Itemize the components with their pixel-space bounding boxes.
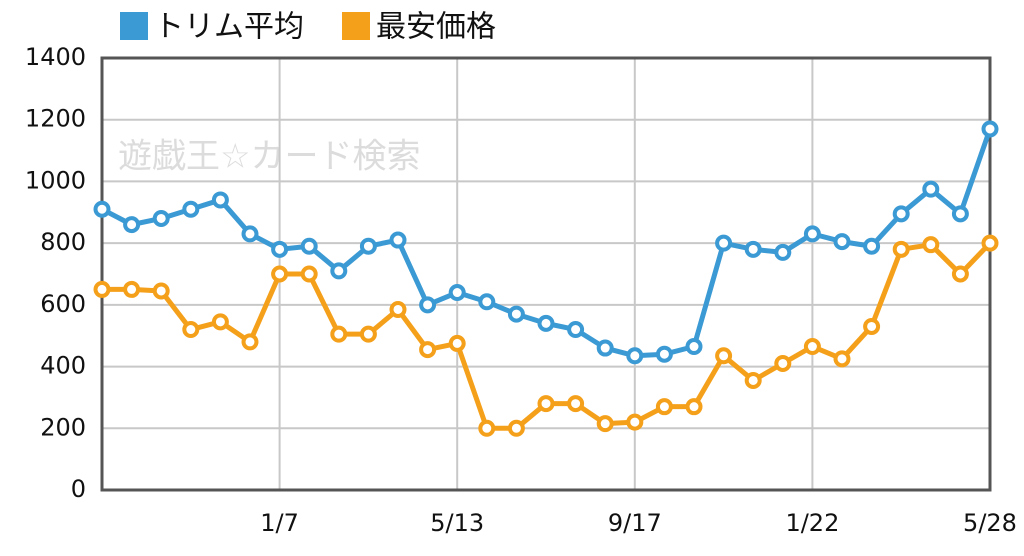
data-point (744, 240, 762, 258)
plot-frame (100, 56, 992, 492)
data-point (892, 240, 910, 258)
data-point (596, 339, 614, 357)
data-point (626, 413, 644, 431)
data-point (241, 225, 259, 243)
data-point (241, 333, 259, 351)
data-point (537, 314, 555, 332)
data-point (389, 231, 407, 249)
data-point (774, 354, 792, 372)
data-point (93, 200, 111, 218)
y-tick-label: 400 (40, 352, 86, 380)
y-tick-label: 200 (40, 413, 86, 441)
data-point (419, 296, 437, 314)
data-point (152, 209, 170, 227)
data-point (951, 265, 969, 283)
data-point (330, 262, 348, 280)
data-point (271, 240, 289, 258)
data-point (478, 419, 496, 437)
data-point (330, 325, 348, 343)
data-point (803, 225, 821, 243)
data-point (123, 216, 141, 234)
data-point (685, 398, 703, 416)
data-point (182, 200, 200, 218)
data-point (300, 265, 318, 283)
data-point (300, 237, 318, 255)
data-point (567, 395, 585, 413)
data-point (833, 233, 851, 251)
data-point (448, 284, 466, 302)
data-point (537, 395, 555, 413)
legend-label: 最安価格 (376, 10, 496, 45)
data-point (93, 280, 111, 298)
data-point (478, 293, 496, 311)
data-point (211, 313, 229, 331)
data-point (981, 234, 999, 252)
data-point (123, 280, 141, 298)
data-point (507, 419, 525, 437)
x-tick-label: 1/22 (785, 509, 839, 537)
data-point (626, 347, 644, 365)
y-tick-label: 1000 (25, 166, 86, 194)
legend-label: トリム平均 (154, 10, 304, 45)
data-point (744, 371, 762, 389)
data-point (922, 236, 940, 254)
data-point (152, 282, 170, 300)
data-point (507, 305, 525, 323)
data-point (685, 338, 703, 356)
data-point (655, 345, 673, 363)
legend-swatch (342, 12, 370, 40)
x-tick-label: 9/17 (608, 509, 662, 537)
data-point (715, 347, 733, 365)
data-point (359, 237, 377, 255)
data-point (863, 317, 881, 335)
data-point (389, 300, 407, 318)
y-tick-label: 0 (71, 475, 86, 503)
data-point (863, 237, 881, 255)
data-point (567, 321, 585, 339)
data-point (803, 338, 821, 356)
x-tick-label: 5/13 (430, 509, 484, 537)
watermark: 遊戯王☆カード検索 (118, 137, 420, 177)
y-tick-label: 1400 (25, 43, 86, 71)
y-tick-label: 1200 (25, 105, 86, 133)
data-point (655, 398, 673, 416)
data-point (715, 234, 733, 252)
data-point (182, 321, 200, 339)
y-tick-label: 600 (40, 290, 86, 318)
data-point (774, 243, 792, 261)
data-point (271, 265, 289, 283)
data-point (833, 350, 851, 368)
data-point (892, 205, 910, 223)
data-point (596, 415, 614, 433)
x-tick-label: 5/28 (963, 509, 1017, 537)
data-point (211, 191, 229, 209)
x-tick-label: 1/7 (260, 509, 299, 537)
y-tick-label: 800 (40, 228, 86, 256)
data-point (922, 180, 940, 198)
data-point (359, 325, 377, 343)
data-point (448, 334, 466, 352)
data-point (951, 205, 969, 223)
data-point (419, 341, 437, 359)
data-point (981, 120, 999, 138)
legend-swatch (120, 12, 148, 40)
